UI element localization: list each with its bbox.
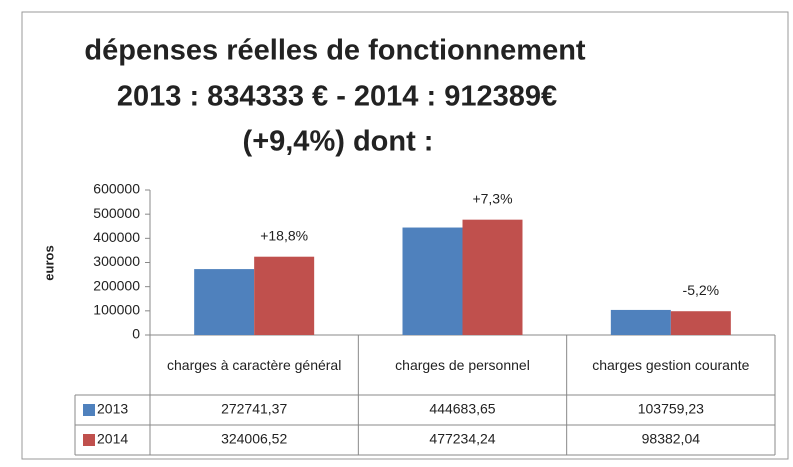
y-axis-label: euros [41, 245, 56, 280]
y-tick-label: 500000 [93, 205, 140, 221]
chart-title: (+9,4%) dont : [243, 126, 434, 158]
bar [462, 219, 523, 335]
y-tick-label: 100000 [93, 302, 140, 318]
chart-frame [21, 11, 789, 460]
x-tick-label-box: charges à caractère général [167, 356, 342, 373]
chart-title: dépenses réelles de fonctionnement [84, 35, 586, 67]
bar [402, 227, 463, 335]
table-cell: 103759,23 [638, 401, 704, 417]
table-cell: 477234,24 [429, 431, 495, 447]
table-cell: 324006,52 [221, 431, 287, 447]
y-tick-label: 600000 [93, 181, 140, 197]
x-tick-label-box: charges gestion courante [592, 356, 750, 373]
x-tick-label: charges gestion courante [592, 356, 750, 373]
y-tick-label: 200000 [93, 277, 140, 293]
annotation: -5,2% [683, 282, 720, 298]
legend-label: 2013 [97, 401, 128, 417]
y-tick-label: 400000 [93, 229, 140, 245]
x-tick-label-box: charges de personnel [395, 356, 530, 373]
legend-swatch [83, 404, 95, 416]
bar [194, 269, 255, 335]
bar [670, 311, 731, 335]
chart-title: 2013 : 834333 € - 2014 : 912389€ [117, 81, 557, 113]
y-tick-label: 0 [132, 326, 140, 342]
annotation: +7,3% [472, 190, 512, 206]
table-cell: 98382,04 [642, 431, 701, 447]
legend-swatch [83, 434, 95, 446]
legend-label: 2014 [97, 431, 128, 447]
annotation: +18,8% [260, 227, 308, 243]
x-tick-label: charges à caractère général [167, 356, 342, 373]
x-tick-label: charges de personnel [395, 356, 530, 373]
y-tick-label: 300000 [93, 253, 140, 269]
bar [254, 256, 315, 335]
table-cell: 444683,65 [429, 401, 495, 417]
table-cell: 272741,37 [221, 401, 287, 417]
bar [610, 309, 671, 335]
